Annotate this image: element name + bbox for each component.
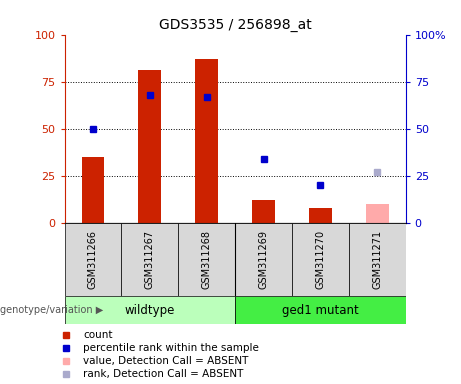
Bar [65, 223, 121, 296]
Text: percentile rank within the sample: percentile rank within the sample [83, 343, 259, 353]
Text: GSM311268: GSM311268 [201, 230, 212, 289]
Text: GSM311266: GSM311266 [88, 230, 98, 289]
Bar [82, 157, 104, 223]
Text: genotype/variation ▶: genotype/variation ▶ [0, 305, 103, 315]
Bar [235, 296, 406, 324]
Text: count: count [83, 330, 113, 340]
Title: GDS3535 / 256898_at: GDS3535 / 256898_at [159, 18, 312, 32]
Bar [178, 223, 235, 296]
Bar [195, 59, 218, 223]
Text: GSM311271: GSM311271 [372, 230, 382, 289]
Text: GSM311269: GSM311269 [259, 230, 269, 289]
Bar [309, 208, 332, 223]
Bar [366, 204, 389, 223]
Bar [138, 70, 161, 223]
Bar [349, 223, 406, 296]
Bar [235, 223, 292, 296]
Text: GSM311267: GSM311267 [145, 230, 155, 289]
Bar [121, 223, 178, 296]
Bar [292, 223, 349, 296]
Bar [252, 200, 275, 223]
Text: rank, Detection Call = ABSENT: rank, Detection Call = ABSENT [83, 369, 244, 379]
Text: wildtype: wildtype [124, 304, 175, 316]
Bar [65, 296, 235, 324]
Text: GSM311270: GSM311270 [315, 230, 325, 289]
Text: value, Detection Call = ABSENT: value, Detection Call = ABSENT [83, 356, 249, 366]
Text: ged1 mutant: ged1 mutant [282, 304, 359, 316]
